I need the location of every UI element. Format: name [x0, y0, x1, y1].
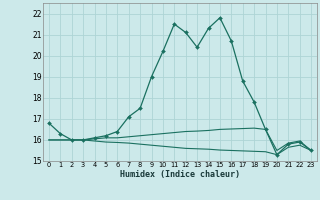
- X-axis label: Humidex (Indice chaleur): Humidex (Indice chaleur): [120, 170, 240, 179]
